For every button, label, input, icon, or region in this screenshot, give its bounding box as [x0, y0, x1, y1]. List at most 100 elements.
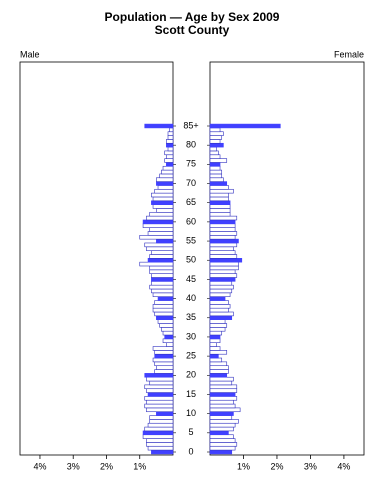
bar — [151, 273, 174, 278]
bar — [147, 392, 174, 397]
bar — [209, 399, 234, 405]
bar — [209, 445, 236, 451]
bar — [151, 192, 174, 198]
bar — [142, 430, 174, 436]
bar — [151, 250, 174, 255]
bar — [209, 376, 234, 382]
bar — [209, 269, 236, 274]
bar — [209, 131, 224, 136]
bar — [209, 300, 229, 305]
bar — [209, 334, 221, 340]
age-label: 85+ — [183, 120, 198, 130]
age-label: 40 — [186, 293, 196, 303]
bar — [156, 181, 174, 186]
bar — [152, 292, 174, 297]
bar — [209, 273, 238, 278]
bar — [154, 188, 174, 194]
bar — [147, 258, 174, 263]
bar — [146, 407, 174, 413]
bar — [156, 411, 174, 416]
bar — [154, 300, 174, 305]
bar — [209, 311, 234, 317]
bar — [209, 369, 229, 374]
bar — [209, 284, 234, 290]
bar — [209, 350, 228, 355]
bar — [144, 426, 174, 432]
bar — [154, 350, 174, 355]
bar — [209, 342, 217, 347]
bar — [154, 353, 174, 359]
bar — [156, 315, 174, 320]
bar — [209, 288, 233, 294]
bar — [209, 296, 226, 301]
bar — [209, 327, 226, 332]
bar — [209, 319, 226, 324]
bar — [209, 292, 231, 297]
age-label: 80 — [186, 140, 196, 150]
chart-subtitle: Scott County — [155, 23, 230, 37]
x-tick-label: 3% — [304, 461, 317, 471]
bar — [209, 135, 223, 140]
bar — [156, 238, 174, 244]
bar — [209, 323, 228, 328]
bar — [209, 158, 228, 163]
age-label: 50 — [186, 255, 196, 265]
bar — [139, 235, 174, 240]
bar — [209, 330, 223, 336]
bar — [209, 246, 234, 251]
bar — [209, 196, 229, 202]
bar — [209, 353, 219, 359]
bar — [209, 422, 236, 428]
age-label: 20 — [186, 370, 196, 380]
bar — [209, 162, 221, 167]
bar — [209, 154, 221, 159]
bar — [156, 365, 174, 370]
bar — [157, 296, 174, 301]
bar — [209, 204, 231, 209]
bar — [209, 211, 231, 217]
age-label: 35 — [186, 312, 196, 322]
bar — [147, 422, 174, 428]
age-label: 55 — [186, 235, 196, 245]
bar — [151, 288, 174, 294]
bar — [209, 123, 281, 129]
bar — [167, 146, 174, 152]
bar — [166, 154, 174, 159]
bar — [146, 215, 174, 221]
bar — [152, 304, 174, 309]
bar — [152, 307, 174, 313]
age-label: 45 — [186, 274, 196, 284]
bar — [209, 235, 236, 240]
bar — [151, 449, 174, 455]
bar — [209, 388, 238, 393]
bar — [169, 127, 174, 133]
bar — [167, 131, 174, 136]
legend-female: Female — [334, 49, 364, 59]
bar — [209, 146, 217, 152]
bar — [156, 177, 174, 182]
bar — [161, 169, 174, 175]
chart-title: Population — Age by Sex 2009 — [105, 10, 280, 24]
bar — [142, 219, 174, 225]
bar — [209, 142, 224, 148]
bar — [146, 399, 174, 405]
bar — [209, 357, 223, 363]
bar — [209, 127, 221, 133]
bar — [209, 188, 234, 194]
bar — [209, 373, 228, 378]
bar — [209, 403, 236, 409]
bar — [159, 323, 174, 328]
bar — [209, 139, 221, 144]
x-tick-label: 1% — [237, 461, 250, 471]
bar — [209, 150, 219, 156]
bar — [209, 169, 223, 175]
bar — [209, 165, 221, 171]
bar — [209, 219, 236, 225]
bar — [157, 185, 174, 190]
bar — [209, 392, 236, 397]
bar — [146, 438, 174, 443]
bar — [209, 384, 238, 390]
bar — [149, 227, 174, 232]
x-tick-label: 1% — [133, 461, 146, 471]
